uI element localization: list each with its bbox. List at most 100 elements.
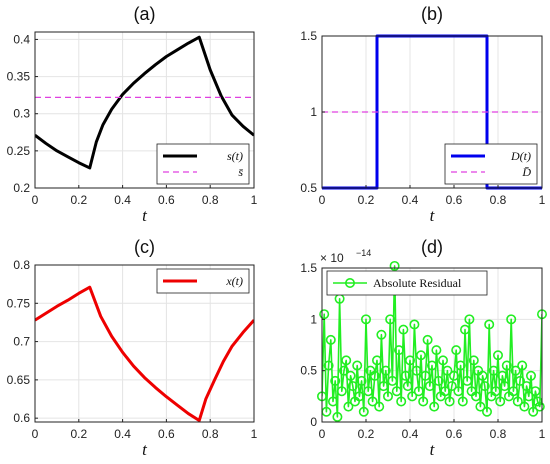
x-tick-label: 0.2: [358, 427, 375, 441]
x-tick-label: 0: [319, 193, 326, 207]
data-point: [358, 406, 369, 417]
y-tick-label: 0.2: [13, 181, 30, 195]
x-tick-label: 0.2: [358, 193, 375, 207]
data-point: [341, 355, 352, 366]
legend-box: [444, 143, 538, 185]
data-point: [453, 386, 464, 397]
x-tick-label: 0.6: [446, 193, 463, 207]
data-point: [325, 334, 336, 345]
x-tick-label: 1: [539, 193, 546, 207]
data-point: [497, 370, 508, 381]
data-point: [380, 365, 391, 376]
data-point: [506, 314, 517, 325]
data-point: [407, 391, 418, 402]
data-point: [508, 386, 519, 397]
x-tick-label: 0: [319, 427, 326, 441]
x-axis-label: t: [430, 206, 436, 225]
data-point: [446, 381, 457, 392]
y-tick-label: 0.65: [7, 373, 31, 387]
panel-b: 0 0.2 0.4 0.6 0.8 1 0.5 1 1.5 (b) t D(t) D̄: [300, 4, 545, 225]
y-exponent-label: × 10: [320, 251, 344, 265]
x-tick-label: 0: [32, 427, 39, 441]
data-point: [495, 396, 506, 407]
data-point: [444, 396, 455, 407]
data-point: [470, 391, 481, 402]
data-point: [330, 375, 341, 386]
data-point: [360, 314, 371, 325]
x-axis-label: t: [430, 440, 436, 459]
data-point: [396, 396, 407, 407]
data-point: [492, 350, 503, 361]
panel-title: (a): [134, 4, 156, 24]
y-tick-label: 0.75: [7, 296, 31, 310]
data-point: [488, 365, 499, 376]
legend: Absolute Residual: [326, 270, 488, 296]
y-tick-label: 1.5: [300, 261, 317, 275]
data-point: [409, 319, 420, 330]
y-tick-label: 0.5: [300, 181, 317, 195]
x-tick-label: 0.4: [402, 193, 419, 207]
x-tick-label: 1: [251, 193, 258, 207]
legend-label: D̄: [521, 165, 531, 179]
legend-label: x(t): [225, 274, 243, 288]
data-point: [323, 360, 334, 371]
data-point: [332, 411, 343, 422]
data-point: [404, 355, 415, 366]
data-point: [336, 386, 347, 397]
legend-label: s̄: [238, 165, 243, 179]
y-tick-label: 0.7: [13, 335, 30, 349]
data-point: [528, 406, 539, 417]
data-point: [468, 355, 479, 366]
data-point: [391, 386, 402, 397]
data-point: [343, 401, 354, 412]
data-point: [433, 375, 444, 386]
data-point: [402, 381, 413, 392]
data-point: [374, 401, 385, 412]
data-point: [462, 375, 473, 386]
x-tick-label: 0.6: [446, 427, 463, 441]
data-point: [479, 381, 490, 392]
x-tick-label: 0.4: [402, 427, 419, 441]
data-point: [354, 391, 365, 402]
panel-title: (b): [421, 4, 443, 24]
y-tick-label: 0.25: [7, 144, 31, 158]
data-point: [418, 396, 429, 407]
data-point: [521, 381, 532, 392]
x-tick-label: 0.8: [490, 193, 507, 207]
series-line-c-0: [35, 285, 254, 422]
axes-frame: [34, 264, 255, 423]
data-point: [440, 386, 451, 397]
data-point: [387, 375, 398, 386]
y-exponent-power: −14: [356, 248, 371, 258]
data-point: [512, 396, 523, 407]
data-point: [371, 355, 382, 366]
legend-box: [156, 143, 250, 185]
data-point: [367, 396, 378, 407]
data-point: [431, 345, 442, 356]
data-point: [415, 350, 426, 361]
data-point: [356, 375, 367, 386]
data-point: [481, 406, 492, 417]
data-point: [464, 314, 475, 325]
data-point: [338, 365, 349, 376]
legend: D(t) D̄: [444, 143, 538, 185]
data-point: [319, 309, 330, 320]
data-point: [385, 314, 396, 325]
data-point: [422, 334, 433, 345]
y-tick-label: 0.35: [7, 70, 31, 84]
data-point: [420, 370, 431, 381]
data-point: [378, 381, 389, 392]
data-point: [530, 386, 541, 397]
data-point: [369, 370, 380, 381]
series-line-a-0: [35, 35, 254, 170]
data-point: [490, 386, 501, 397]
data-point: [525, 370, 536, 381]
x-tick-label: 0.2: [70, 193, 87, 207]
data-point: [484, 319, 495, 330]
data-point: [400, 370, 411, 381]
x-tick-label: 0.6: [158, 193, 175, 207]
data-point: [345, 370, 356, 381]
data-point: [352, 360, 363, 371]
data-point: [429, 401, 440, 412]
